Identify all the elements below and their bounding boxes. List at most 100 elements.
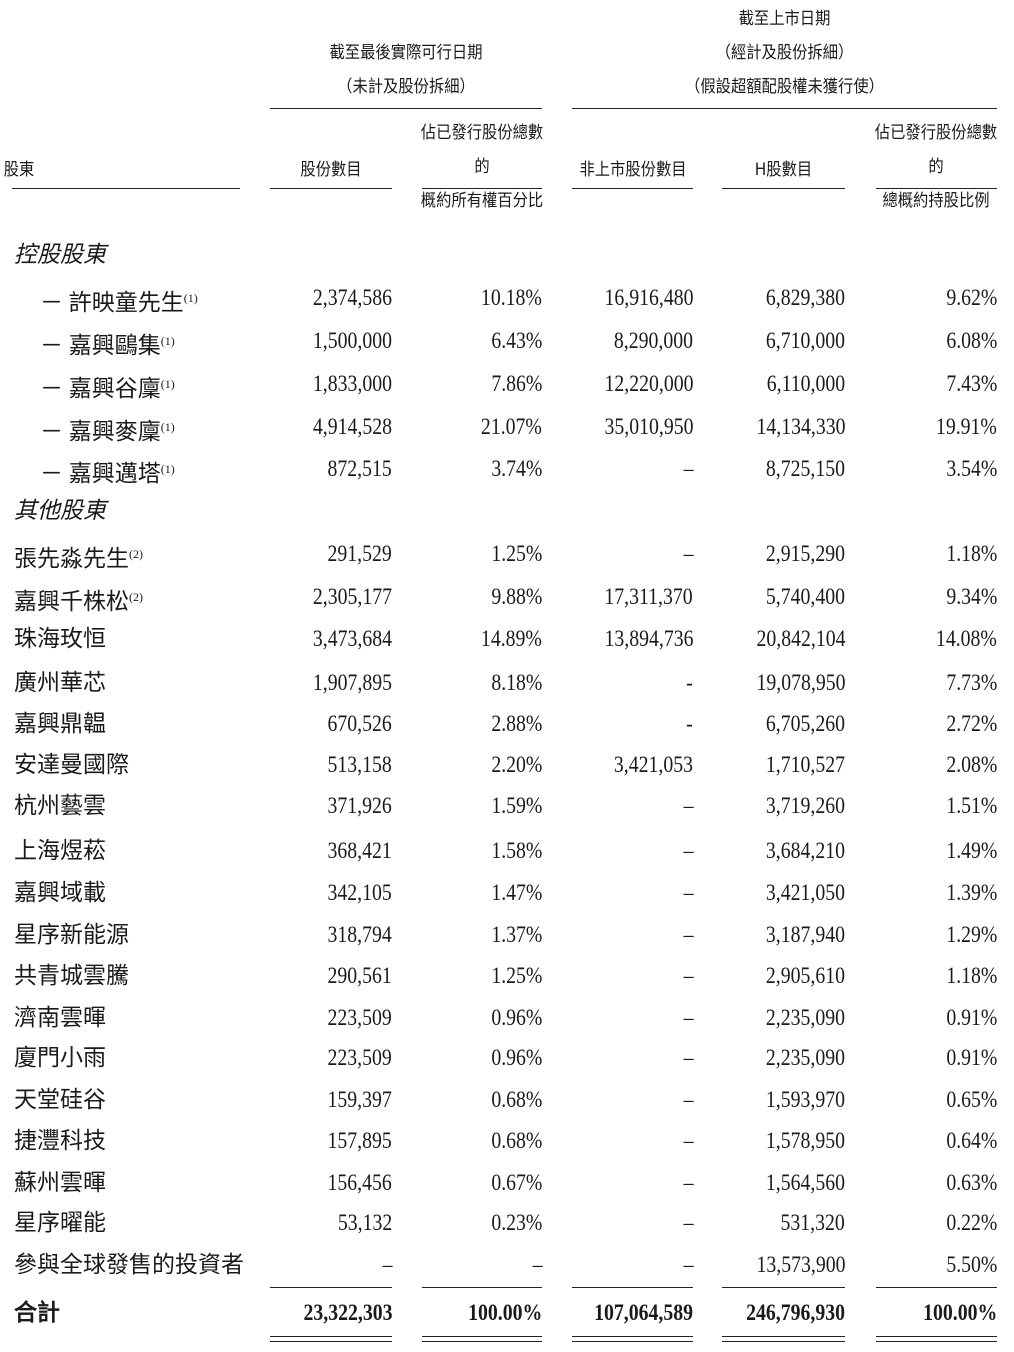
unlisted-shares-cell: – bbox=[683, 1128, 693, 1153]
col-rule bbox=[722, 188, 845, 189]
h-shares-cell: 2,905,610 bbox=[765, 963, 845, 988]
shares-cell: 1,907,895 bbox=[312, 670, 392, 695]
holding-pct-cell: 1.51% bbox=[945, 793, 997, 818]
col-rule bbox=[12, 188, 240, 189]
group-heading-row: 其他股東 bbox=[0, 490, 1014, 532]
footnote-ref: (1) bbox=[183, 291, 198, 305]
shares-cell: 3,473,684 bbox=[312, 626, 392, 651]
ownership-pct-cell: 1.47% bbox=[490, 880, 542, 905]
h-shares-cell: 1,578,950 bbox=[765, 1128, 845, 1153]
shareholder-name: 蘇州雲暉 bbox=[14, 1162, 106, 1204]
unlisted-shares-cell: – bbox=[683, 838, 693, 863]
holding-pct-cell: 0.91% bbox=[945, 1045, 997, 1070]
shareholder-name-text: 廈門小雨 bbox=[14, 1045, 106, 1070]
group1-header: 截至最後實際可行日期 （未計及股份拆細） bbox=[284, 36, 529, 104]
shareholder-name: 嘉興鼎韞 bbox=[14, 703, 106, 745]
h-shares-cell: 1,593,970 bbox=[765, 1087, 845, 1112]
group2-subtitle: （經計及股份拆細） bbox=[715, 43, 854, 63]
table-row: 嘉興千株松(2) 2,305,177 9.88% 17,311,370 5,740,40… bbox=[0, 576, 1014, 618]
shareholder-name: 共青城雲騰 bbox=[14, 955, 129, 997]
unlisted-shares-cell: – bbox=[683, 541, 693, 566]
double-rule bbox=[270, 1336, 392, 1342]
ownership-pct-cell: 21.07% bbox=[481, 414, 542, 439]
unlisted-shares-cell: 35,010,950 bbox=[603, 414, 693, 439]
double-rule bbox=[572, 1336, 693, 1342]
shareholder-name-text: 天堂硅谷 bbox=[14, 1087, 106, 1112]
ownership-pct-cell: 2.20% bbox=[490, 752, 542, 777]
ownership-pct-cell: 0.96% bbox=[490, 1045, 542, 1070]
unlisted-shares-cell: – bbox=[683, 456, 693, 481]
ownership-pct-cell: 0.67% bbox=[490, 1170, 542, 1195]
table-row: － 嘉興邁塔(1) 872,515 3.74% – 8,725,150 3.54% bbox=[0, 448, 1014, 490]
table-row: 捷灃科技 157,895 0.68% – 1,578,950 0.64% bbox=[0, 1120, 1014, 1162]
holding-pct-cell: 3.54% bbox=[945, 456, 997, 481]
table-row: 嘉興鼎韞 670,526 2.88% - 6,705,260 2.72% bbox=[0, 703, 1014, 745]
group-heading: 控股股東 bbox=[14, 234, 106, 276]
shares-cell: 2,305,177 bbox=[312, 584, 392, 609]
ownership-pct-cell: 10.18% bbox=[481, 285, 542, 310]
ownership-pct-cell: 1.37% bbox=[490, 922, 542, 947]
table-row: 蘇州雲暉 156,456 0.67% – 1,564,560 0.63% bbox=[0, 1162, 1014, 1204]
h-shares-cell: 2,915,290 bbox=[765, 541, 845, 566]
table-row: 廈門小雨 223,509 0.96% – 2,235,090 0.91% bbox=[0, 1037, 1014, 1079]
col-holding-pct-header-line1: 佔已發行股份總數的 bbox=[874, 123, 998, 177]
shareholder-name: 廈門小雨 bbox=[14, 1037, 106, 1079]
shareholder-name: － 嘉興邁塔(1) bbox=[40, 448, 175, 495]
table-row: 天堂硅谷 159,397 0.68% – 1,593,970 0.65% bbox=[0, 1079, 1014, 1121]
total-unlisted: 107,064,589 bbox=[594, 1300, 693, 1325]
shares-cell: 53,132 bbox=[337, 1210, 392, 1235]
group-heading-row: 控股股東 bbox=[0, 234, 1014, 276]
table-row: 嘉興域載 342,105 1.47% – 3,421,050 1.39% bbox=[0, 872, 1014, 914]
h-shares-cell: 3,421,050 bbox=[765, 880, 845, 905]
holding-pct-cell: 0.91% bbox=[945, 1005, 997, 1030]
shareholder-name-text: － 嘉興邁塔 bbox=[40, 461, 161, 486]
shares-cell: 342,105 bbox=[327, 880, 392, 905]
ownership-pct-cell: 9.88% bbox=[490, 584, 542, 609]
h-shares-cell: 6,829,380 bbox=[765, 285, 845, 310]
h-shares-cell: 6,110,000 bbox=[766, 371, 845, 396]
total-shares: 23,322,303 bbox=[302, 1300, 392, 1325]
table-row: 張先淼先生(2) 291,529 1.25% – 2,915,290 1.18% bbox=[0, 533, 1014, 575]
double-rule bbox=[422, 1336, 542, 1342]
ownership-pct-cell: 0.23% bbox=[490, 1210, 542, 1235]
col-rule bbox=[876, 188, 997, 189]
table-row: － 嘉興鷗集(1) 1,500,000 6.43% 8,290,000 6,710,00… bbox=[0, 320, 1014, 362]
holding-pct-cell: 19.91% bbox=[936, 414, 997, 439]
subtotal-rule bbox=[422, 1287, 542, 1288]
unlisted-shares-cell: – bbox=[683, 922, 693, 947]
shares-cell: 157,895 bbox=[327, 1128, 392, 1153]
shares-cell: 2,374,586 bbox=[312, 285, 392, 310]
shares-cell: 872,515 bbox=[327, 456, 392, 481]
group2-note: （假設超額配股權未獲行使） bbox=[685, 77, 884, 97]
ownership-pct-cell: 0.68% bbox=[490, 1128, 542, 1153]
total-h-shares: 246,796,930 bbox=[746, 1300, 845, 1325]
holding-pct-cell: 7.43% bbox=[945, 371, 997, 396]
holding-pct-cell: 7.73% bbox=[945, 670, 997, 695]
holding-pct-cell: 1.39% bbox=[945, 880, 997, 905]
subtotal-rule bbox=[876, 1287, 997, 1288]
group-heading: 其他股東 bbox=[14, 490, 106, 532]
shareholder-name: 星序新能源 bbox=[14, 914, 129, 956]
h-shares-cell: 3,187,940 bbox=[765, 922, 845, 947]
ownership-pct-cell: 1.59% bbox=[490, 793, 542, 818]
ownership-pct-cell: 1.25% bbox=[490, 963, 542, 988]
table-row: － 嘉興谷廩(1) 1,833,000 7.86% 12,220,000 6,110,0… bbox=[0, 363, 1014, 405]
unlisted-shares-cell: 13,894,736 bbox=[603, 626, 693, 651]
table-row: 共青城雲騰 290,561 1.25% – 2,905,610 1.18% bbox=[0, 955, 1014, 997]
shareholder-name-text: － 嘉興鷗集 bbox=[40, 333, 161, 358]
col-h-shares-header: H股數目 bbox=[754, 160, 813, 180]
unlisted-shares-cell: – bbox=[683, 1210, 693, 1235]
holding-pct-cell: 14.08% bbox=[936, 626, 997, 651]
shareholder-name-text: 廣州華芯 bbox=[14, 670, 106, 695]
shareholder-name: 星序曜能 bbox=[14, 1202, 106, 1244]
subtotal-rule bbox=[270, 1287, 392, 1288]
col-rule bbox=[270, 188, 392, 189]
h-shares-cell: 13,573,900 bbox=[755, 1252, 845, 1277]
holding-pct-cell: 0.64% bbox=[945, 1128, 997, 1153]
table-row: 上海煜菘 368,421 1.58% – 3,684,210 1.49% bbox=[0, 830, 1014, 872]
shareholder-name: 捷灃科技 bbox=[14, 1120, 106, 1162]
subtotal-rule bbox=[572, 1287, 693, 1288]
shareholder-name: － 嘉興鷗集(1) bbox=[40, 320, 175, 367]
shareholder-name-text: 其他股東 bbox=[14, 498, 106, 523]
shareholder-name: 杭州藝雲 bbox=[14, 785, 106, 827]
